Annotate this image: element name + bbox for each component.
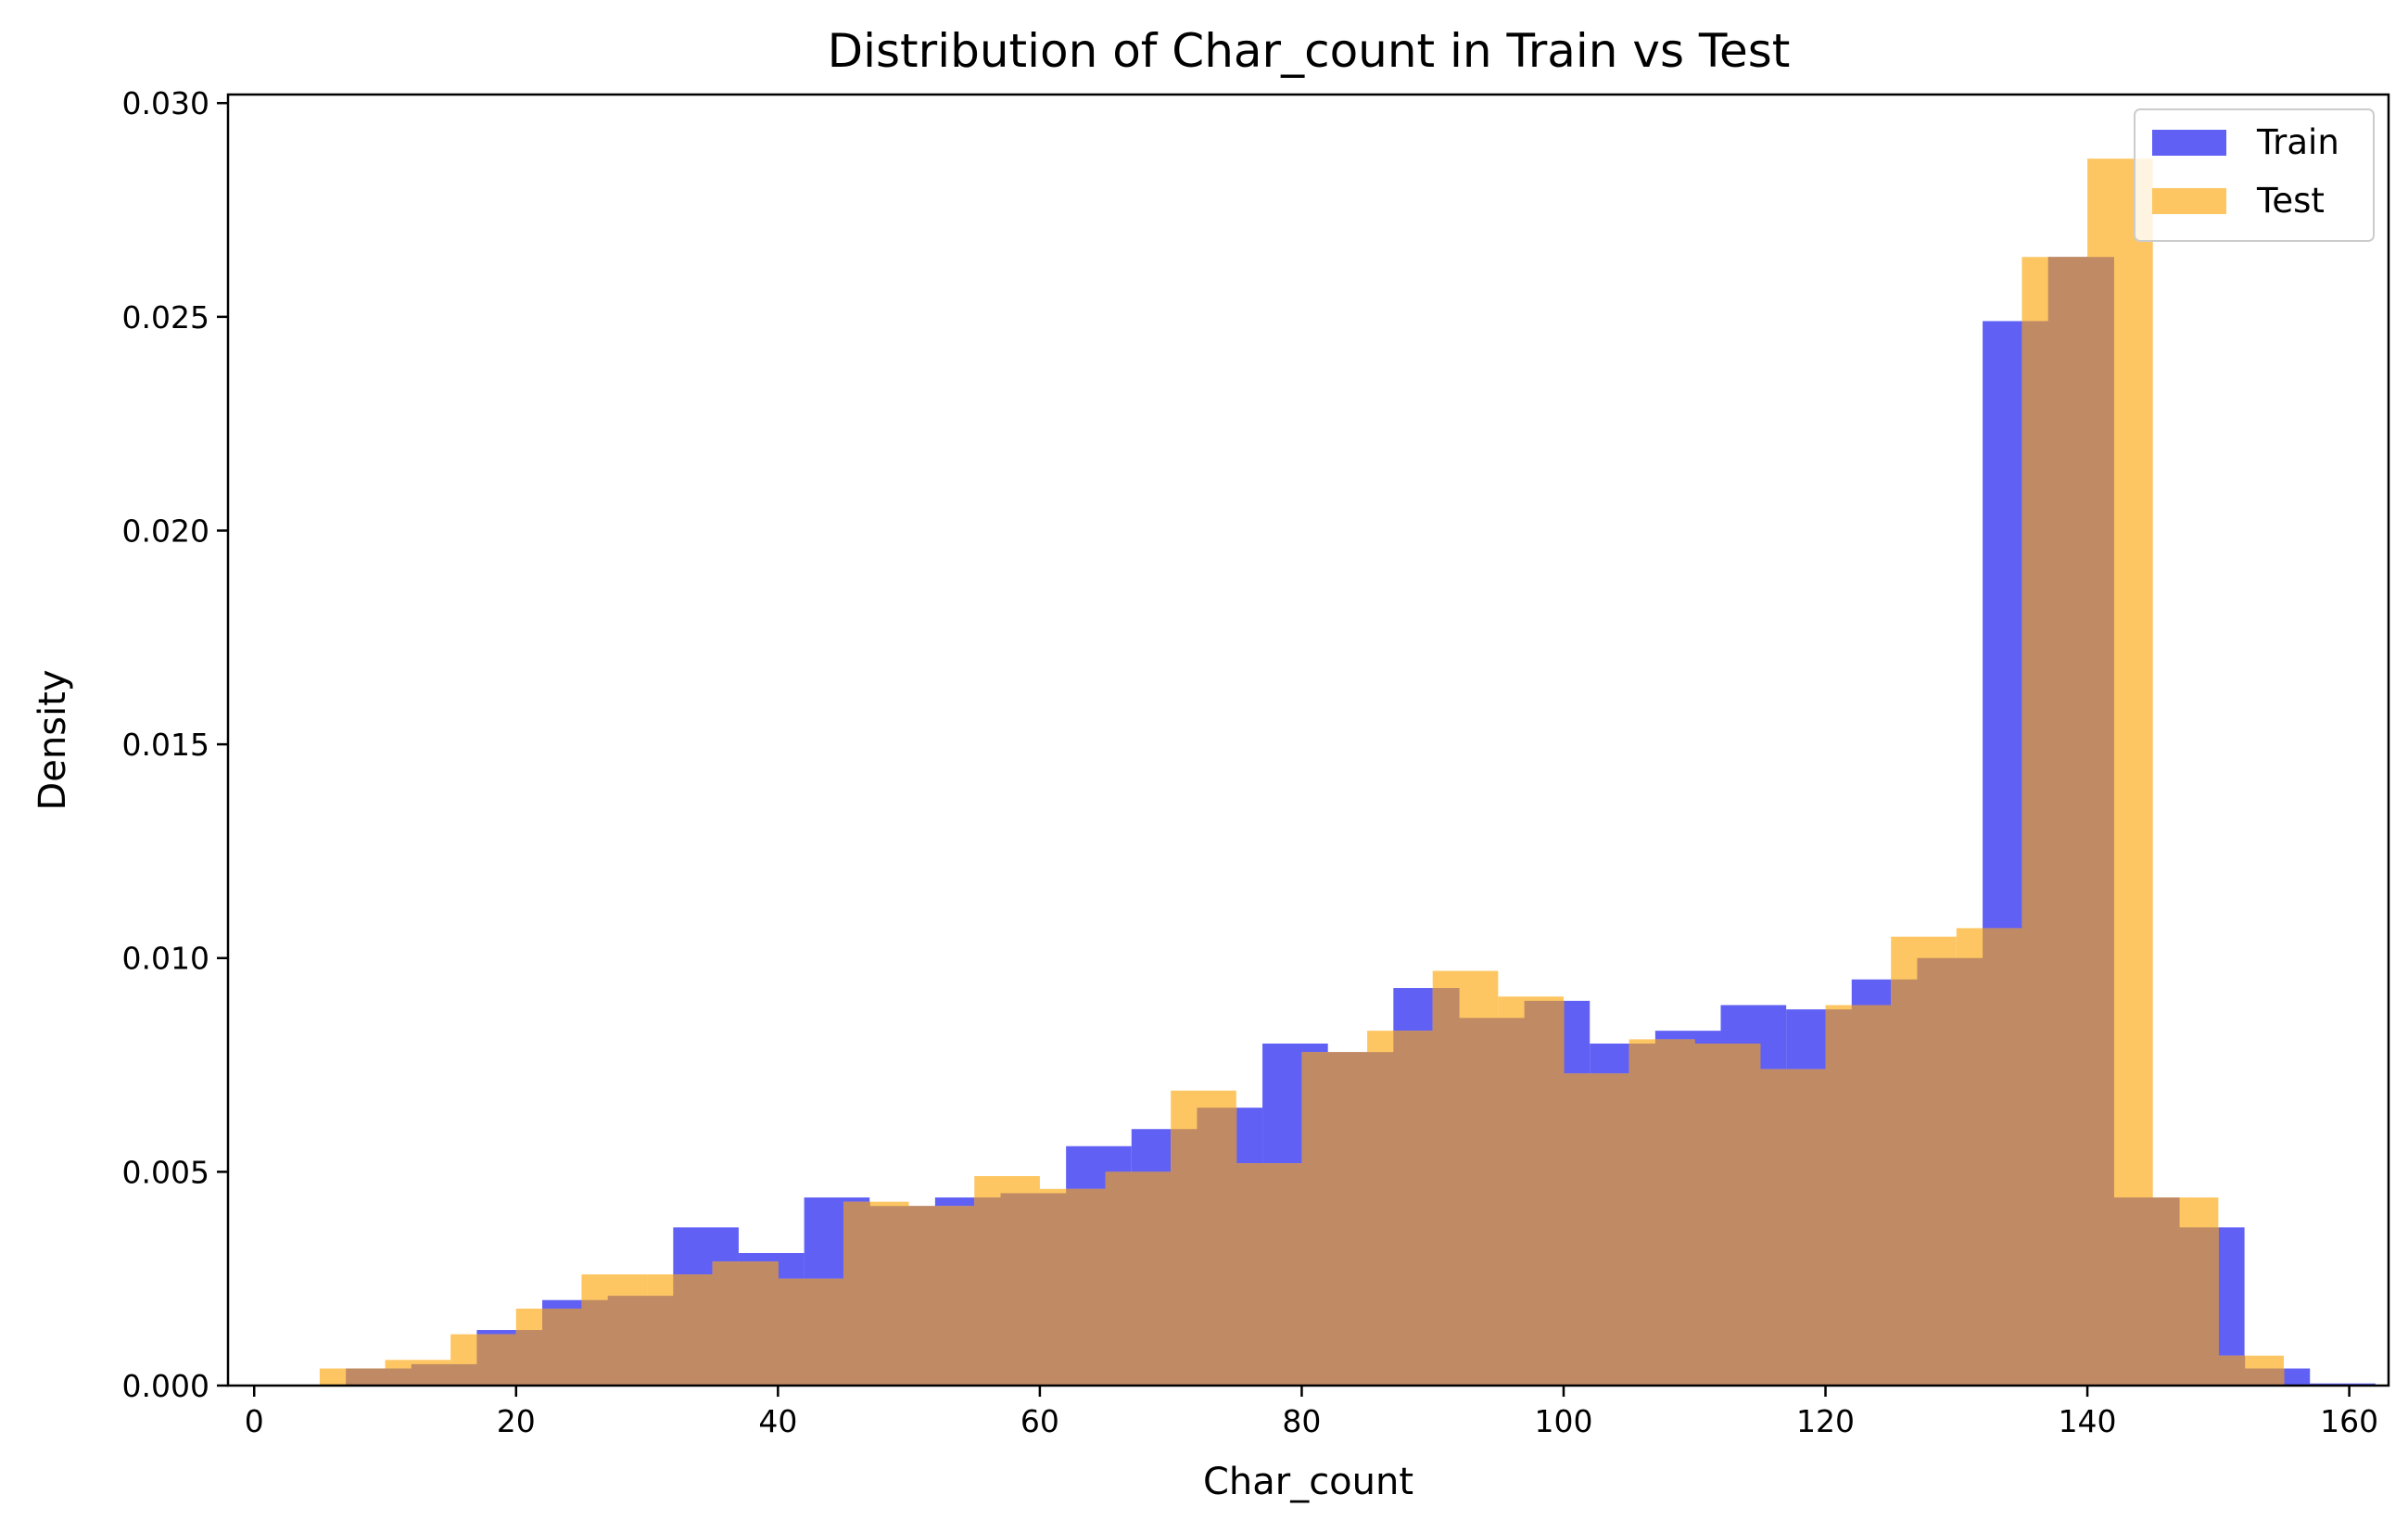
- overlap-bar-23: [1105, 1171, 1133, 1386]
- overlap-bar-28: [1262, 1163, 1303, 1386]
- overlap-bar-54: [2113, 1197, 2154, 1386]
- overlap-bar-42: [1720, 1043, 1761, 1386]
- overlap-bar-27: [1236, 1163, 1263, 1386]
- overlap-bar-58: [2244, 1368, 2285, 1386]
- overlap-bar-5: [515, 1330, 543, 1386]
- overlap-bar-39: [1629, 1043, 1656, 1386]
- overlap-bar-24: [1131, 1171, 1172, 1386]
- overlap-bar-45: [1825, 1009, 1853, 1386]
- overlap-bar-2: [411, 1363, 451, 1386]
- overlap-bar-26: [1197, 1108, 1237, 1386]
- x-tick-label: 160: [2320, 1403, 2378, 1439]
- overlap-bar-53: [2087, 257, 2114, 1386]
- legend: Train Test: [2134, 108, 2375, 242]
- y-tick-label: 0.030: [122, 85, 209, 121]
- overlap-bar-34: [1458, 1018, 1499, 1386]
- overlap-bar-32: [1393, 1031, 1434, 1386]
- overlap-bar-20: [1000, 1193, 1041, 1386]
- overlap-bar-55: [2152, 1197, 2180, 1386]
- overlap-bar-11: [712, 1261, 740, 1386]
- overlap-bar-31: [1367, 1052, 1394, 1386]
- overlap-bar-30: [1327, 1052, 1368, 1386]
- overlap-bar-13: [778, 1278, 805, 1386]
- x-tick-label: 0: [245, 1403, 264, 1439]
- overlap-bar-35: [1498, 1018, 1526, 1386]
- legend-label-test: Test: [2256, 181, 2325, 221]
- y-tick-label: 0.000: [122, 1368, 209, 1404]
- legend-swatch-test: [2152, 188, 2226, 214]
- y-tick-label: 0.005: [122, 1154, 209, 1190]
- overlap-bar-12: [738, 1261, 779, 1386]
- x-tick-label: 140: [2059, 1403, 2117, 1439]
- x-tick-label: 120: [1796, 1403, 1855, 1439]
- overlap-bar-19: [974, 1197, 1002, 1386]
- overlap-bar-52: [2047, 257, 2088, 1386]
- overlap-bar-41: [1694, 1043, 1722, 1386]
- overlap-bar-0: [346, 1368, 387, 1386]
- overlap-bar-51: [2021, 321, 2049, 1386]
- y-axis: 0.000 0.005 0.010 0.015 0.020 0.025 0.030: [122, 85, 228, 1404]
- y-tick-label: 0.010: [122, 941, 209, 977]
- overlap-bar-22: [1066, 1188, 1107, 1386]
- overlap-bar-56: [2178, 1227, 2219, 1386]
- overlap-bar-17: [908, 1206, 936, 1386]
- overlap-bar-7: [581, 1299, 609, 1386]
- overlap-bar-43: [1759, 1069, 1787, 1386]
- overlap-bar-57: [2218, 1355, 2246, 1386]
- overlap-bars: [346, 257, 2285, 1386]
- overlap-bar-15: [843, 1201, 870, 1386]
- overlap-bar-9: [647, 1296, 674, 1386]
- x-tick-label: 100: [1534, 1403, 1592, 1439]
- y-tick-label: 0.015: [122, 727, 209, 763]
- overlap-bar-25: [1171, 1129, 1198, 1386]
- overlap-bar-37: [1563, 1073, 1591, 1386]
- overlap-bar-14: [804, 1278, 844, 1386]
- y-axis-label: Density: [32, 669, 74, 810]
- overlap-bar-4: [476, 1334, 517, 1386]
- overlap-bar-49: [1956, 957, 1983, 1386]
- x-tick-label: 20: [497, 1403, 536, 1439]
- overlap-bar-33: [1432, 988, 1460, 1386]
- overlap-bar-10: [673, 1274, 714, 1386]
- x-tick-label: 40: [758, 1403, 797, 1439]
- overlap-bar-16: [869, 1206, 910, 1386]
- overlap-bar-40: [1654, 1039, 1695, 1386]
- x-tick-label: 80: [1282, 1403, 1321, 1439]
- overlap-bar-18: [934, 1206, 975, 1386]
- x-tick-label: 60: [1020, 1403, 1059, 1439]
- overlap-bar-3: [450, 1363, 478, 1386]
- overlap-bar-48: [1917, 957, 1958, 1386]
- x-axis-label: Char_count: [1203, 1461, 1413, 1503]
- plot-frame: [226, 93, 2390, 1387]
- x-axis: 0 20 40 60 80 100 120 140 160: [245, 1386, 2378, 1439]
- chart-title: Distribution of Char_count in Train vs T…: [828, 24, 1791, 78]
- overlap-bar-29: [1301, 1052, 1329, 1386]
- overlap-bar-36: [1524, 1000, 1565, 1386]
- overlap-bar-6: [542, 1308, 583, 1386]
- overlap-bar-46: [1851, 1005, 1892, 1386]
- y-tick-label: 0.025: [122, 299, 209, 336]
- legend-label-train: Train: [2256, 122, 2339, 162]
- overlap-bar-21: [1039, 1193, 1067, 1386]
- overlap-bar-50: [1983, 928, 2023, 1386]
- y-tick-label: 0.020: [122, 513, 209, 549]
- legend-swatch-train: [2152, 130, 2226, 156]
- overlap-bar-8: [607, 1296, 648, 1386]
- overlap-bar-38: [1590, 1073, 1630, 1386]
- overlap-bar-47: [1891, 979, 1919, 1386]
- overlap-bar-44: [1786, 1069, 1827, 1386]
- overlap-bar-1: [385, 1368, 412, 1386]
